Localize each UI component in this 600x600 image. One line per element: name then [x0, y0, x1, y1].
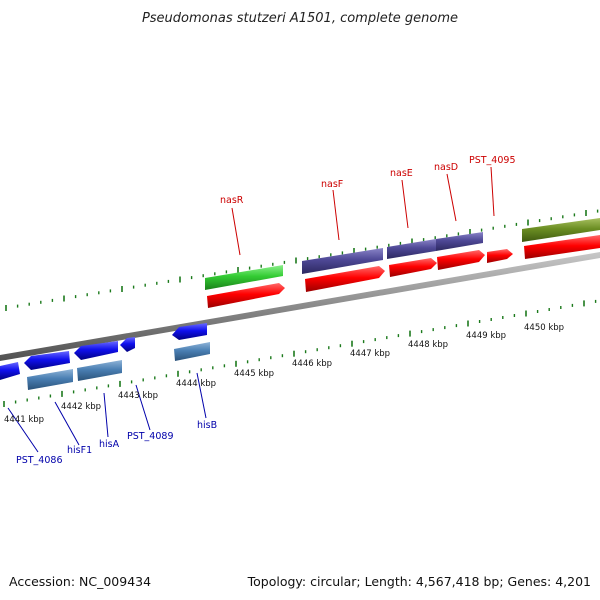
forward-genes-top [205, 218, 600, 290]
cds-nasE-arrow [389, 258, 437, 277]
label-PST_4086: PST_4086 [16, 455, 63, 466]
forward-gene-labels: nasR nasF nasE nasD PST_4095 [220, 155, 516, 206]
leader-PST_4089 [135, 384, 151, 431]
leader-PST_4086 [7, 407, 39, 453]
label-nasD: nasD [434, 162, 458, 173]
label-nasR: nasR [220, 195, 244, 206]
genome-backbone [0, 252, 600, 361]
cds-PST_4095-arrow [487, 249, 513, 263]
scale-label-4446: 4446 kbp [292, 359, 332, 369]
cds-hisB-arrow [172, 323, 207, 340]
label-PST_4095: PST_4095 [469, 155, 516, 166]
cds-PST_4089-arrow [120, 337, 135, 352]
scale-labels: 4441 kbp 4442 kbp 4443 kbp 4444 kbp 4445… [4, 323, 564, 425]
gene-nasF-feature [302, 248, 383, 274]
label-hisF1: hisF1 [67, 445, 92, 456]
gene-nasD-feature [436, 232, 483, 251]
forward-strand-ticks [5, 209, 599, 311]
label-hisA: hisA [99, 439, 120, 450]
gene-hisF1-feature [27, 369, 73, 390]
cds-hisF1-arrow [24, 351, 70, 370]
cds-nasD-arrow [437, 250, 485, 270]
leader-hisB [196, 372, 207, 419]
genome-summary-text: Topology: circular; Length: 4,567,418 bp… [247, 574, 591, 589]
cds-hisA-arrow [74, 341, 118, 360]
gene-nasE-feature [387, 239, 436, 259]
scale-label-4441: 4441 kbp [4, 415, 44, 425]
leader-hisA [103, 392, 109, 438]
reverse-genes-bottom [27, 342, 210, 390]
label-nasE: nasE [390, 168, 413, 179]
scale-ticks [3, 299, 597, 407]
scale-label-4443: 4443 kbp [118, 391, 158, 401]
scale-label-4445: 4445 kbp [234, 369, 274, 379]
leader-nasE [401, 179, 409, 229]
accession-text: Accession: NC_009434 [9, 574, 151, 589]
scale-label-4444: 4444 kbp [176, 379, 216, 389]
leader-nasF [332, 189, 340, 241]
leader-hisF1 [54, 401, 80, 446]
cds-PST_4086-arrow [0, 362, 20, 380]
reverse-cds-arrows [0, 323, 207, 380]
gene-olive-feature [522, 218, 600, 242]
scale-label-4442: 4442 kbp [61, 402, 101, 412]
cds-nasF-arrow [305, 266, 385, 292]
reverse-gene-labels: PST_4086 hisF1 hisA PST_4089 hisB [16, 420, 217, 466]
gene-nasR-feature [205, 265, 283, 290]
scale-label-4449: 4449 kbp [466, 331, 506, 341]
label-PST_4089: PST_4089 [127, 431, 174, 442]
cds-olive-arrow [524, 235, 600, 259]
label-nasF: nasF [321, 179, 343, 190]
forward-cds-arrows [207, 235, 600, 308]
gene-hisA-feature [77, 360, 122, 381]
map-title: Pseudomonas stutzeri A1501, complete gen… [142, 11, 458, 26]
label-hisB: hisB [197, 420, 217, 431]
leader-PST_4095 [490, 166, 495, 217]
cds-nasR-arrow [207, 283, 285, 308]
leader-nasD [446, 173, 457, 222]
scale-label-4450: 4450 kbp [524, 323, 564, 333]
scale-label-4447: 4447 kbp [350, 349, 390, 359]
leader-nasR [231, 207, 241, 256]
reverse-label-leaders [7, 372, 207, 453]
forward-label-leaders [231, 166, 495, 256]
scale-label-4448: 4448 kbp [408, 340, 448, 350]
gene-hisB-feature [174, 342, 210, 361]
